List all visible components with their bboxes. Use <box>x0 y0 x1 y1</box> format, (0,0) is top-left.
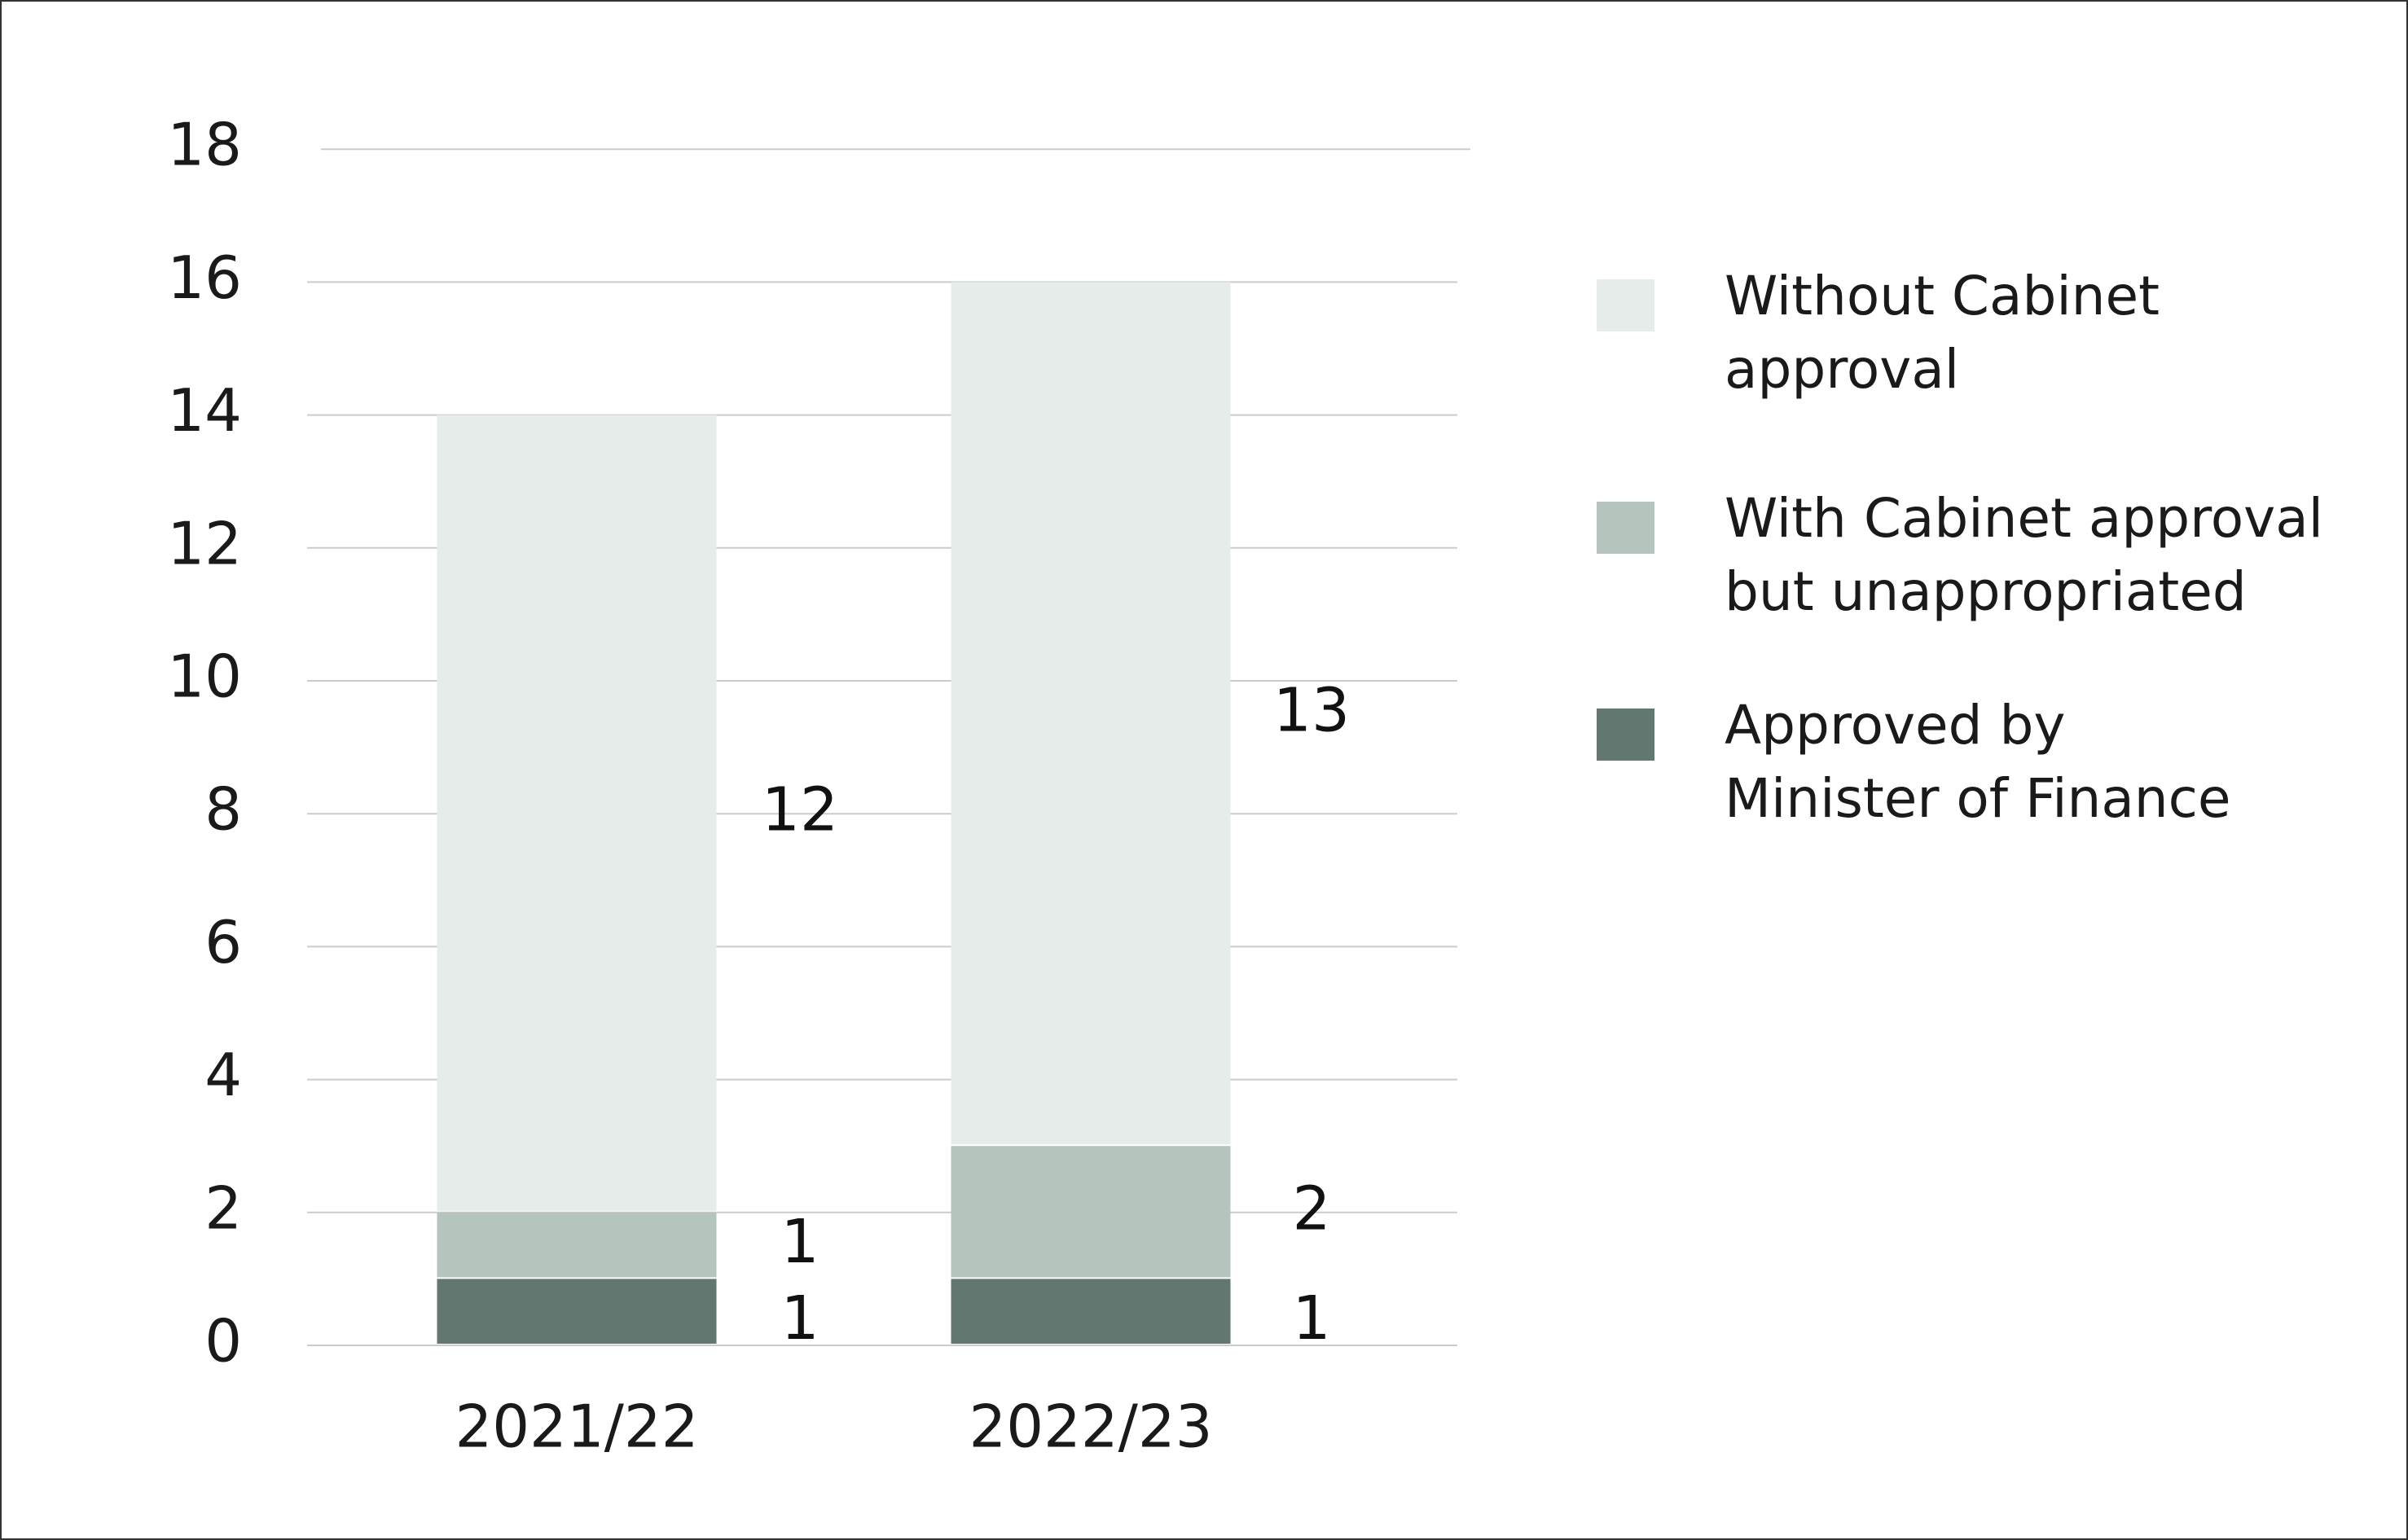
y-tick-label: 4 <box>204 1041 242 1109</box>
bar-segment <box>437 415 717 1211</box>
legend-swatch <box>1597 709 1654 761</box>
data-label: 1 <box>780 1283 819 1354</box>
data-label: 1 <box>780 1207 819 1277</box>
legend-item: Approved by Minister of Finance <box>1597 694 2231 830</box>
y-tick-label: 8 <box>204 775 242 844</box>
x-tick-label: 2021/22 <box>455 1393 698 1461</box>
legend: Without Cabinet approval With Cabinet appr… <box>1597 265 2323 830</box>
y-axis-ticks: 0 2 4 6 8 10 12 14 16 18 <box>167 111 242 1375</box>
y-tick-label: 10 <box>167 643 242 711</box>
data-label: 2 <box>1292 1174 1330 1244</box>
legend-swatch <box>1597 279 1654 331</box>
bar-segment <box>951 1146 1231 1278</box>
legend-label: With Cabinet approval <box>1725 487 2323 550</box>
bar-segment <box>437 1212 717 1278</box>
data-label: 13 <box>1273 675 1350 745</box>
bar-segment <box>951 282 1231 1145</box>
bar-segment <box>951 1279 1231 1344</box>
data-label: 12 <box>762 775 838 845</box>
y-tick-label: 6 <box>204 908 242 976</box>
data-label: 1 <box>1292 1283 1330 1354</box>
x-axis-labels: 2021/22 2022/23 <box>455 1393 1212 1461</box>
bar-segment <box>437 1279 717 1344</box>
legend-item: Without Cabinet approval <box>1597 265 2160 401</box>
y-tick-label: 2 <box>204 1174 242 1242</box>
legend-label: but unappropriated <box>1725 560 2247 623</box>
x-tick-label: 2022/23 <box>969 1393 1212 1461</box>
legend-label: Approved by <box>1725 694 2066 757</box>
bars <box>437 282 1231 1344</box>
legend-label: Without Cabinet <box>1725 265 2160 327</box>
legend-item: With Cabinet approval but unappropriated <box>1597 487 2323 623</box>
y-tick-label: 12 <box>167 509 242 577</box>
legend-label: approval <box>1725 338 1959 401</box>
legend-label: Minister of Finance <box>1725 767 2231 830</box>
legend-swatch <box>1597 502 1654 554</box>
y-tick-label: 16 <box>167 244 242 312</box>
y-tick-label: 14 <box>167 376 242 445</box>
y-tick-label: 18 <box>167 111 242 179</box>
y-tick-label: 0 <box>204 1307 242 1375</box>
